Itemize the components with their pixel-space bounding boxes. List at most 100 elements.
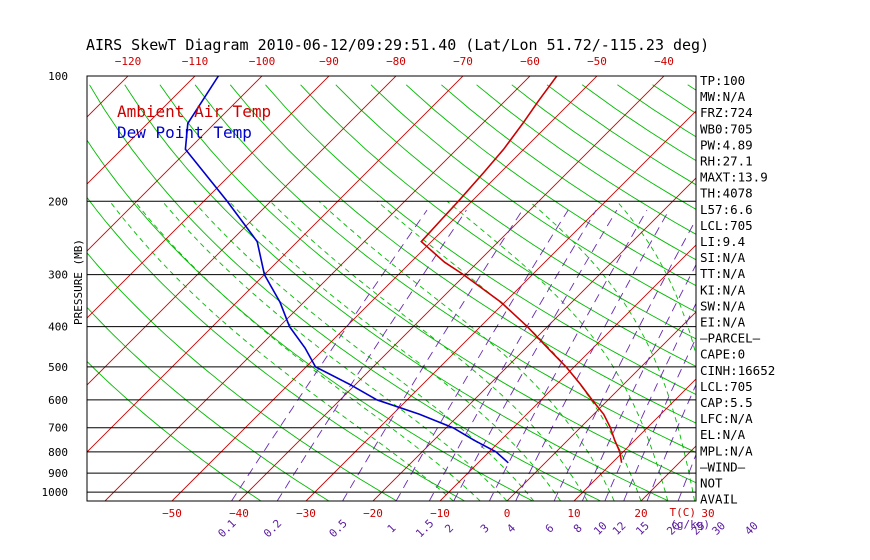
plot-traces xyxy=(184,76,623,464)
top-temp-tick-label: −110 xyxy=(182,55,209,68)
dry-adiabat xyxy=(87,306,330,501)
moist-adiabat xyxy=(193,200,535,501)
top-temp-tick-label: −70 xyxy=(453,55,473,68)
top-temp-tick-label: −80 xyxy=(386,55,406,68)
pressure-tick-label: 600 xyxy=(48,394,68,407)
moist-adiabat xyxy=(376,200,642,501)
top-temp-tick-label: −40 xyxy=(654,55,674,68)
pressure-tick-label: 400 xyxy=(48,321,68,334)
mixing-ratio-tick-label: 6 xyxy=(543,522,557,536)
dry-adiabat xyxy=(793,85,870,501)
side-panel-entry: KI:N/A xyxy=(700,282,746,297)
mixing-ratio-tick-label: 40 xyxy=(742,519,761,538)
bottom-temp-tick-label: −50 xyxy=(162,507,182,520)
mixing-ratio-tick-label: 0.1 xyxy=(215,517,238,540)
moist-adiabat xyxy=(134,201,481,501)
side-panel-entry: RH:27.1 xyxy=(700,154,753,169)
plot-frame xyxy=(86,75,697,502)
isotherm xyxy=(775,67,870,501)
isotherm xyxy=(87,76,330,319)
mixing-ratio-line xyxy=(395,209,569,501)
isotherm xyxy=(171,76,598,501)
mixing-ratio-tick-label: 4 xyxy=(504,521,518,535)
side-panel-entry: —WIND— xyxy=(700,459,746,474)
bottom-temp-tick-label: −10 xyxy=(430,507,450,520)
isotherm xyxy=(0,67,70,501)
bottom-temp-unit-label: T(C) xyxy=(670,506,697,519)
moist-adiabat xyxy=(529,200,696,501)
dry-adiabat xyxy=(476,84,696,235)
isotherm xyxy=(573,378,696,501)
side-panel-entry: AVAIL xyxy=(700,492,738,507)
bottom-temp-tick-label: 20 xyxy=(634,507,647,520)
legend-dewpoint: Dew Point Temp xyxy=(117,123,252,142)
side-panel-entry: LCL:705 xyxy=(700,379,753,394)
mixing-ratio-tick-label: 12 xyxy=(610,519,629,538)
dry-adiabat xyxy=(511,84,696,210)
top-temp-tick-label: −90 xyxy=(319,55,339,68)
pressure-tick-label: 900 xyxy=(48,467,68,480)
side-panel-entry: LFC:N/A xyxy=(700,411,753,426)
side-panel-entry: L57:6.6 xyxy=(700,202,753,217)
bottom-temp-tick-label: −30 xyxy=(296,507,316,520)
side-panel-entry: CAP:5.5 xyxy=(700,395,753,410)
mixing-ratio-line xyxy=(553,218,696,501)
dry-adiabat xyxy=(265,84,696,395)
side-panel-entry: TT:N/A xyxy=(700,266,746,281)
isotherm xyxy=(87,76,397,386)
side-panel-entry: MAXT:13.9 xyxy=(700,170,768,185)
pressure-tick-label: 800 xyxy=(48,446,68,459)
dry-adiabat xyxy=(124,84,669,501)
side-panel-entry: WB0:705 xyxy=(700,121,753,136)
side-panel-entry: NOT xyxy=(700,476,723,491)
mixing-ratio-line xyxy=(231,209,428,501)
pressure-tick-label: 500 xyxy=(48,361,68,374)
pressure-tick-label: 200 xyxy=(48,195,68,208)
mixing-ratio-tick-label: 0.5 xyxy=(327,517,350,540)
dry-adiabat xyxy=(159,84,696,484)
moist-adiabat xyxy=(162,201,508,501)
moist-adiabat xyxy=(228,200,561,501)
dry-adiabat xyxy=(87,139,533,501)
moist-adiabat xyxy=(318,200,615,501)
dewpoint-trace xyxy=(184,76,509,464)
isotherm xyxy=(87,76,196,185)
dry-adiabat xyxy=(87,252,398,501)
dry-adiabat xyxy=(89,84,601,501)
side-panel-entry: LI:9.4 xyxy=(700,234,745,249)
dry-adiabat xyxy=(300,84,696,367)
side-panel-entry: FRZ:724 xyxy=(700,105,753,120)
dry-adiabat xyxy=(194,84,696,454)
mixing-ratio-tick-label: 1.5 xyxy=(413,517,436,540)
side-panel-entry: EI:N/A xyxy=(700,315,746,330)
plot-grid xyxy=(0,67,870,501)
mixing-ratio-tick-label: 2 xyxy=(442,522,456,536)
dry-adiabat xyxy=(652,84,696,114)
moist-adiabat xyxy=(616,201,696,357)
top-temp-tick-label: −60 xyxy=(520,55,540,68)
isotherm xyxy=(87,76,464,453)
isotherm xyxy=(439,244,696,501)
dry-adiabat xyxy=(829,85,870,501)
isotherm xyxy=(372,177,696,501)
isotherm xyxy=(305,110,696,501)
side-panel-entry: CINH:16652 xyxy=(700,363,775,378)
isotherm xyxy=(238,76,665,501)
dry-adiabat xyxy=(405,84,696,287)
side-panel-entry: TP:100 xyxy=(700,73,745,88)
isotherm xyxy=(842,67,870,501)
bottom-temp-tick-label: 10 xyxy=(567,507,580,520)
mixing-ratio-unit-label: (g/kg) xyxy=(670,518,710,531)
isotherm xyxy=(506,311,696,501)
pressure-tick-label: 100 xyxy=(48,70,68,83)
dry-adiabat xyxy=(441,84,696,261)
ambient-temp-trace xyxy=(420,76,623,463)
mixing-ratio-line xyxy=(515,209,670,501)
isotherm xyxy=(87,76,263,252)
side-panel-entry: TH:4078 xyxy=(700,186,753,201)
mixing-ratio-tick-label: 15 xyxy=(633,519,652,538)
moist-adiabat xyxy=(762,201,775,501)
moist-adiabat xyxy=(446,200,669,501)
side-panel-entry: SW:N/A xyxy=(700,298,746,313)
